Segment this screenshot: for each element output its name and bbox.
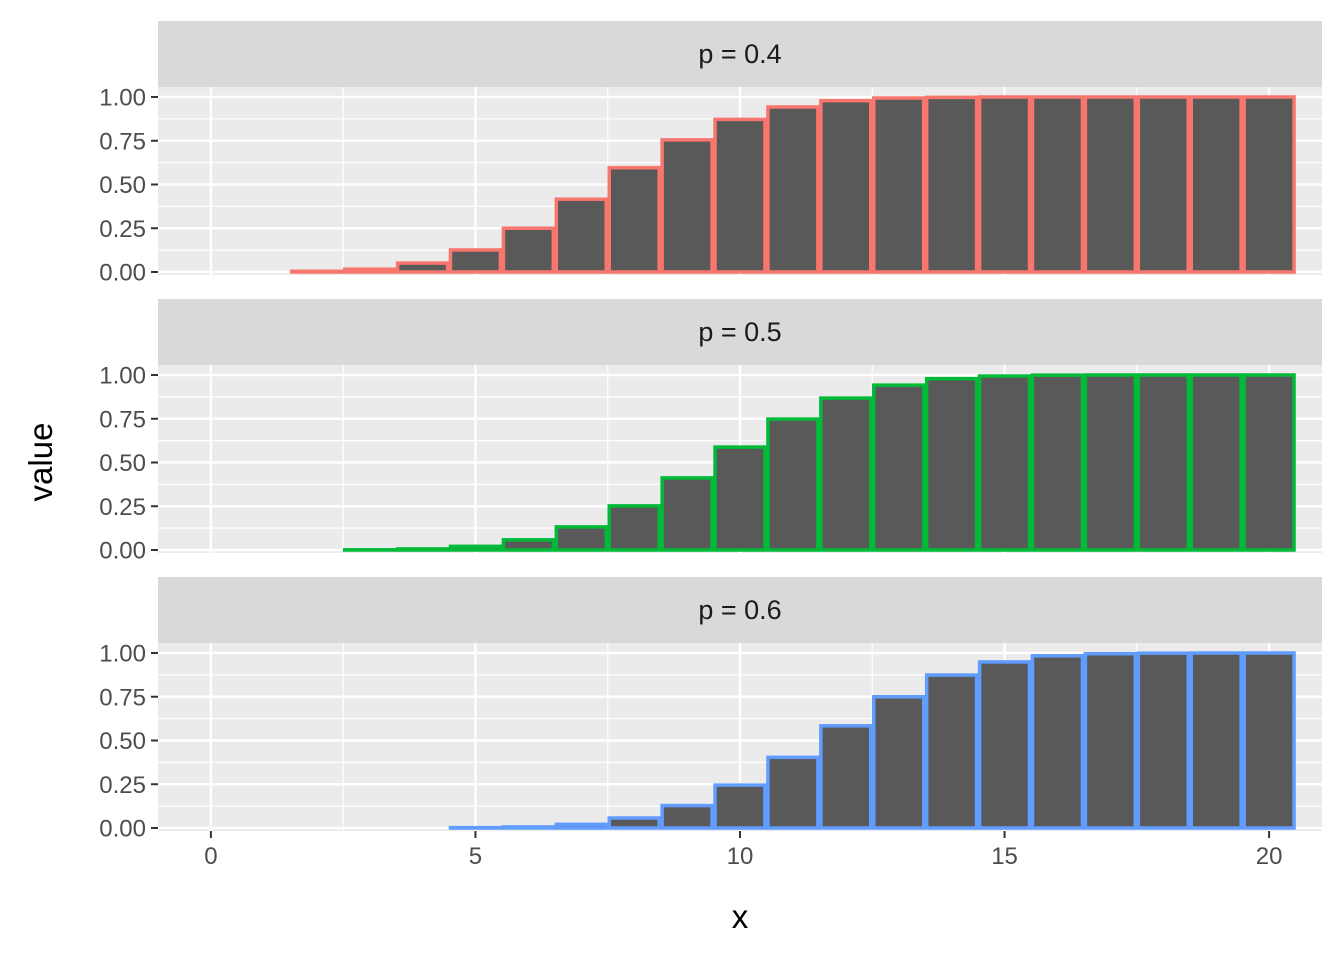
bar bbox=[1136, 651, 1190, 830]
bar bbox=[1083, 651, 1138, 830]
bar bbox=[872, 695, 926, 830]
bar bbox=[501, 226, 556, 274]
bar bbox=[395, 547, 450, 552]
bar bbox=[501, 538, 556, 552]
bar bbox=[607, 504, 661, 552]
bar bbox=[766, 755, 820, 830]
y-tick-label: 0.00 bbox=[99, 816, 146, 843]
facet-panel: p = 0.5 0.00 0.25 0.50 0.75 1.00 bbox=[99, 299, 1322, 565]
x-axis: 0 5 10 15 20 bbox=[204, 831, 1282, 870]
y-tick-label: 1.00 bbox=[99, 641, 146, 668]
bar bbox=[660, 138, 714, 274]
bar bbox=[448, 248, 503, 274]
bar bbox=[554, 525, 608, 552]
bar bbox=[660, 803, 714, 830]
facet-strip-label: p = 0.6 bbox=[698, 595, 781, 625]
x-tick-label: 5 bbox=[469, 843, 482, 870]
y-tick-label: 0.50 bbox=[99, 172, 146, 199]
facet-strip-label: p = 0.5 bbox=[698, 317, 781, 347]
bar bbox=[342, 267, 397, 274]
facet-strip bbox=[158, 21, 1322, 87]
bar bbox=[554, 822, 608, 830]
x-tick-label: 10 bbox=[727, 843, 754, 870]
bar bbox=[1189, 651, 1243, 830]
bar bbox=[713, 445, 767, 552]
bar bbox=[1189, 373, 1243, 552]
bar bbox=[977, 660, 1032, 830]
bar bbox=[448, 544, 503, 552]
facet-panel: p = 0.4 0.00 0.25 0.50 0.75 1.00 bbox=[99, 21, 1322, 287]
bar bbox=[607, 816, 661, 830]
bar bbox=[1083, 373, 1138, 552]
x-tick-label: 15 bbox=[991, 843, 1018, 870]
bar bbox=[395, 261, 450, 274]
y-axis-title: value bbox=[22, 423, 59, 502]
bar bbox=[819, 724, 873, 830]
y-tick-label: 0.25 bbox=[99, 494, 146, 521]
y-tick-label: 1.00 bbox=[99, 363, 146, 390]
y-tick-label: 0.75 bbox=[99, 406, 146, 433]
bar bbox=[1242, 95, 1296, 274]
bar bbox=[1083, 95, 1138, 274]
x-tick-label: 0 bbox=[204, 843, 217, 870]
bar bbox=[1030, 95, 1085, 274]
y-tick-label: 0.50 bbox=[99, 728, 146, 755]
bar bbox=[872, 96, 926, 274]
bar bbox=[1136, 373, 1190, 552]
y-tick-label: 0.25 bbox=[99, 772, 146, 799]
facet-panel: p = 0.6 0.00 0.25 0.50 0.75 1.00 bbox=[99, 577, 1322, 843]
y-tick-label: 0.75 bbox=[99, 684, 146, 711]
facet-strip bbox=[158, 299, 1322, 365]
bar bbox=[1136, 95, 1190, 274]
bar bbox=[290, 269, 344, 274]
bar bbox=[924, 376, 979, 552]
x-tick-label: 20 bbox=[1256, 843, 1283, 870]
bar bbox=[924, 95, 979, 274]
bar bbox=[819, 98, 873, 274]
facet-strip-label: p = 0.4 bbox=[698, 39, 781, 69]
bar bbox=[660, 476, 714, 552]
y-tick-label: 0.75 bbox=[99, 128, 146, 155]
bar bbox=[819, 396, 873, 552]
bar bbox=[766, 417, 820, 552]
bar bbox=[1189, 95, 1243, 274]
panels-layer: p = 0.4 0.00 0.25 0.50 0.75 1.00 p = 0.5 0.00 0.… bbox=[99, 21, 1322, 843]
bar bbox=[1030, 373, 1085, 552]
y-tick-label: 0.00 bbox=[99, 260, 146, 287]
y-tick-label: 0.00 bbox=[99, 538, 146, 565]
bar bbox=[713, 783, 767, 830]
bar bbox=[872, 383, 926, 552]
bar bbox=[501, 825, 556, 830]
bar bbox=[554, 197, 608, 274]
bar bbox=[977, 95, 1032, 274]
bar bbox=[1030, 654, 1085, 830]
bar bbox=[1242, 651, 1296, 830]
y-tick-label: 0.25 bbox=[99, 216, 146, 243]
bar bbox=[924, 673, 979, 830]
y-tick-label: 0.50 bbox=[99, 450, 146, 477]
bar bbox=[766, 105, 820, 274]
bar bbox=[607, 165, 661, 274]
bar bbox=[977, 374, 1032, 552]
bar bbox=[1242, 373, 1296, 552]
y-tick-label: 1.00 bbox=[99, 85, 146, 112]
facet-strip bbox=[158, 577, 1322, 643]
bar bbox=[713, 117, 767, 274]
x-axis-title: x bbox=[732, 898, 749, 935]
